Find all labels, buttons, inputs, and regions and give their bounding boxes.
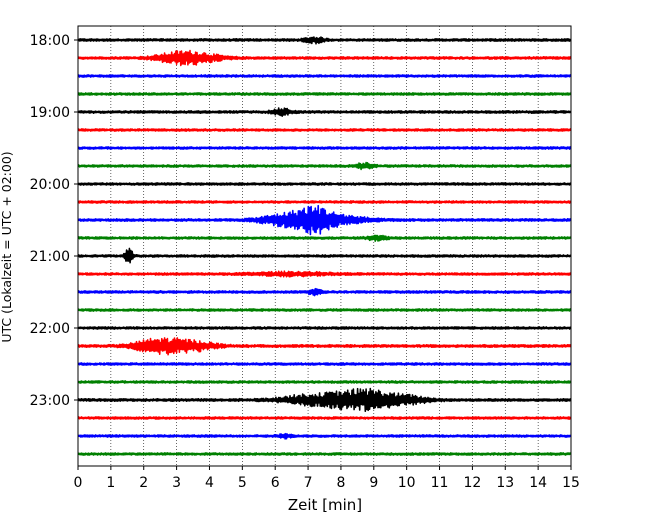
x-tick-label-11: 11 [431,475,449,491]
trace-2300 [78,387,571,412]
trace-2030 [78,204,571,236]
plot-frame [77,25,572,467]
x-tick-label-12: 12 [463,475,481,491]
trace-1800 [78,36,571,45]
x-tick-label-5: 5 [238,475,247,491]
x-tick-label-0: 0 [74,475,83,491]
x-tick-label-9: 9 [369,475,378,491]
trace-2115 [78,270,571,278]
y-tick-label-21:00: 21:00 [30,249,70,265]
y-axis-label: UTC (Lokalzeit = UTC + 02:00) [0,151,14,342]
trace-2200 [78,326,571,330]
trace-2315 [78,416,571,420]
x-tick-label-4: 4 [205,475,214,491]
trace-1815 [78,49,571,67]
y-tick-label-19:00: 19:00 [30,105,70,121]
y-tick-label-20:00: 20:00 [30,177,70,193]
trace-2330 [78,432,571,440]
x-tick-label-14: 14 [529,475,547,491]
x-tick-label-2: 2 [139,475,148,491]
trace-1930 [78,146,571,150]
trace-2015 [78,200,571,204]
y-tick-label-22:00: 22:00 [30,321,70,337]
x-axis-ticks: 0 1 2 3 4 5 6 7 8 9 10 11 12 13 14 15 [74,466,580,491]
trace-2130 [78,287,571,297]
trace-1830 [78,74,571,78]
trace-2245 [78,380,571,384]
trace-2230 [78,362,571,366]
x-tick-label-3: 3 [172,475,181,491]
seismic-traces [78,36,571,456]
trace-1915 [78,128,571,132]
trace-1845 [78,92,571,96]
trace-2215 [78,337,571,356]
trace-1945 [78,161,571,171]
y-tick-label-23:00: 23:00 [30,393,70,409]
x-tick-label-8: 8 [336,475,345,491]
x-axis-label: Zeit [min] [288,496,362,514]
x-tick-label-1: 1 [106,475,115,491]
trace-2045 [78,234,571,242]
y-tick-label-18:00: 18:00 [30,33,70,49]
trace-1900 [78,107,571,117]
trace-2100 [78,247,571,264]
x-tick-label-13: 13 [496,475,514,491]
x-tick-label-15: 15 [562,475,580,491]
y-axis-ticks: 18:00 19:00 20:00 21:00 22:00 23:00 [30,33,78,409]
trace-2000 [78,182,571,186]
trace-2345 [78,452,571,456]
x-tick-label-10: 10 [398,475,416,491]
trace-2145 [78,308,571,312]
x-tick-label-6: 6 [271,475,280,491]
x-tick-label-7: 7 [304,475,313,491]
